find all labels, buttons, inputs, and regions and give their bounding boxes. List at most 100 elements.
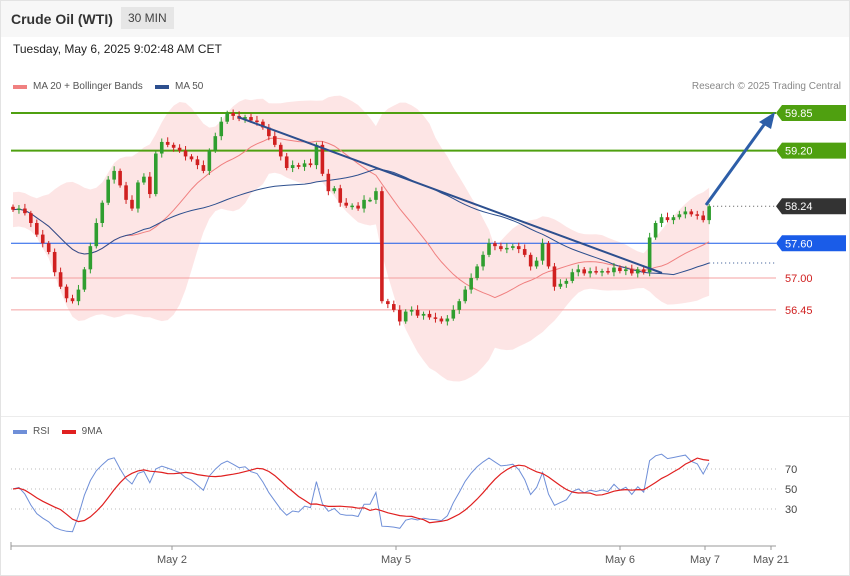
rsi-level-label: 50 [785, 484, 797, 496]
timeframe-badge[interactable]: 30 MIN [121, 7, 174, 29]
level-label-pivot: 57.60 [776, 235, 846, 252]
candle-body [534, 260, 539, 267]
level-value: 57.00 [785, 273, 813, 285]
candle-body [576, 269, 581, 273]
level-value: 58.24 [785, 201, 813, 213]
ma20-line [12, 137, 710, 299]
level-value: 56.45 [785, 305, 813, 317]
candle-body [70, 298, 75, 302]
candle-body [154, 153, 158, 195]
legend-ma50: MA 50 [155, 81, 203, 92]
candle-body [100, 202, 105, 224]
candle-body [653, 223, 658, 238]
candle-body [618, 267, 622, 272]
candle-body [630, 269, 634, 274]
candle-body [362, 199, 366, 209]
candle-body [701, 215, 705, 221]
candle-body [142, 176, 146, 183]
instrument-title: Crude Oil (WTI) [11, 11, 113, 27]
candle-body [320, 144, 325, 174]
candle-body [201, 165, 206, 171]
candle-body [148, 176, 152, 195]
x-tick-label: May 5 [381, 554, 411, 566]
candle-body [594, 271, 598, 273]
candle-body [606, 271, 610, 273]
candle-body [249, 117, 253, 121]
candle-body [344, 202, 348, 206]
candle-body [124, 185, 128, 200]
level-tag [776, 235, 846, 252]
ma50-swatch [155, 84, 169, 89]
candle-body [659, 217, 664, 224]
candle-body [112, 170, 116, 180]
level-value: 57.60 [785, 238, 813, 250]
candle-body [463, 289, 467, 302]
legend-rsi: RSI 9MA [13, 426, 102, 437]
candle-body [189, 156, 194, 160]
legend-ma50-label: MA 50 [175, 81, 204, 92]
candle-body [94, 223, 99, 247]
ma50-line [12, 168, 710, 276]
level-label-resistance: 59.85 [776, 105, 846, 121]
candle-body [374, 191, 378, 200]
candle-body [118, 170, 122, 186]
candle-body [528, 254, 533, 267]
level-label-resistance: 59.20 [776, 142, 846, 159]
candle-body [290, 165, 295, 169]
target-arrow-head [759, 112, 775, 129]
candle-body [88, 246, 93, 270]
candle-body [326, 173, 331, 192]
candle-body [23, 208, 27, 214]
candle-body [314, 144, 319, 166]
candle-body [481, 254, 485, 267]
candle-body [403, 311, 408, 322]
candle-body [17, 208, 21, 211]
rsi-line [12, 453, 710, 533]
candle-body [213, 136, 218, 151]
candle-body [76, 289, 81, 302]
level-tag [776, 198, 846, 215]
x-tick-label: May 6 [605, 554, 635, 566]
legend-ma20: MA 20 + Bollinger Bands [13, 81, 143, 92]
candle-body [469, 278, 473, 290]
candle-body [231, 113, 235, 116]
candle-body [243, 117, 247, 119]
candle-body [457, 301, 462, 310]
candle-body [261, 121, 265, 128]
timestamp: Tuesday, May 6, 2025 9:02:48 AM CET [13, 42, 222, 56]
candle-body [183, 150, 188, 157]
candle-body [267, 127, 271, 137]
ma20-swatch [13, 84, 27, 89]
candle-body [707, 206, 711, 221]
candle-body [689, 211, 694, 215]
candle-body [397, 309, 402, 322]
candle-body [600, 271, 604, 273]
candle-body [427, 313, 432, 318]
candles [11, 109, 711, 326]
x-tick-label: May 2 [157, 554, 187, 566]
rsi-level-label: 30 [785, 504, 797, 516]
candle-body [380, 191, 384, 302]
candle-body [52, 251, 57, 273]
candle-body [695, 214, 700, 216]
candle-body [546, 243, 551, 267]
candle-body [195, 159, 200, 166]
candle-body [207, 150, 212, 171]
candle-body [386, 301, 390, 305]
candle-body [433, 317, 438, 319]
candle-body [350, 205, 354, 208]
level-label-support: 57.00 [785, 273, 813, 285]
credit-text: Research © 2025 Trading Central [691, 81, 841, 92]
target-arrow-shaft [704, 121, 768, 206]
level-tag [776, 105, 846, 121]
candle-body [165, 141, 170, 145]
candle-body [570, 272, 575, 281]
rsi-swatch [13, 429, 27, 434]
candle-body [284, 156, 289, 169]
rsi-ma-line [12, 457, 710, 524]
candle-body [40, 234, 45, 244]
candle-body [219, 121, 224, 137]
candle-body [58, 272, 63, 287]
candle-body [439, 318, 444, 322]
